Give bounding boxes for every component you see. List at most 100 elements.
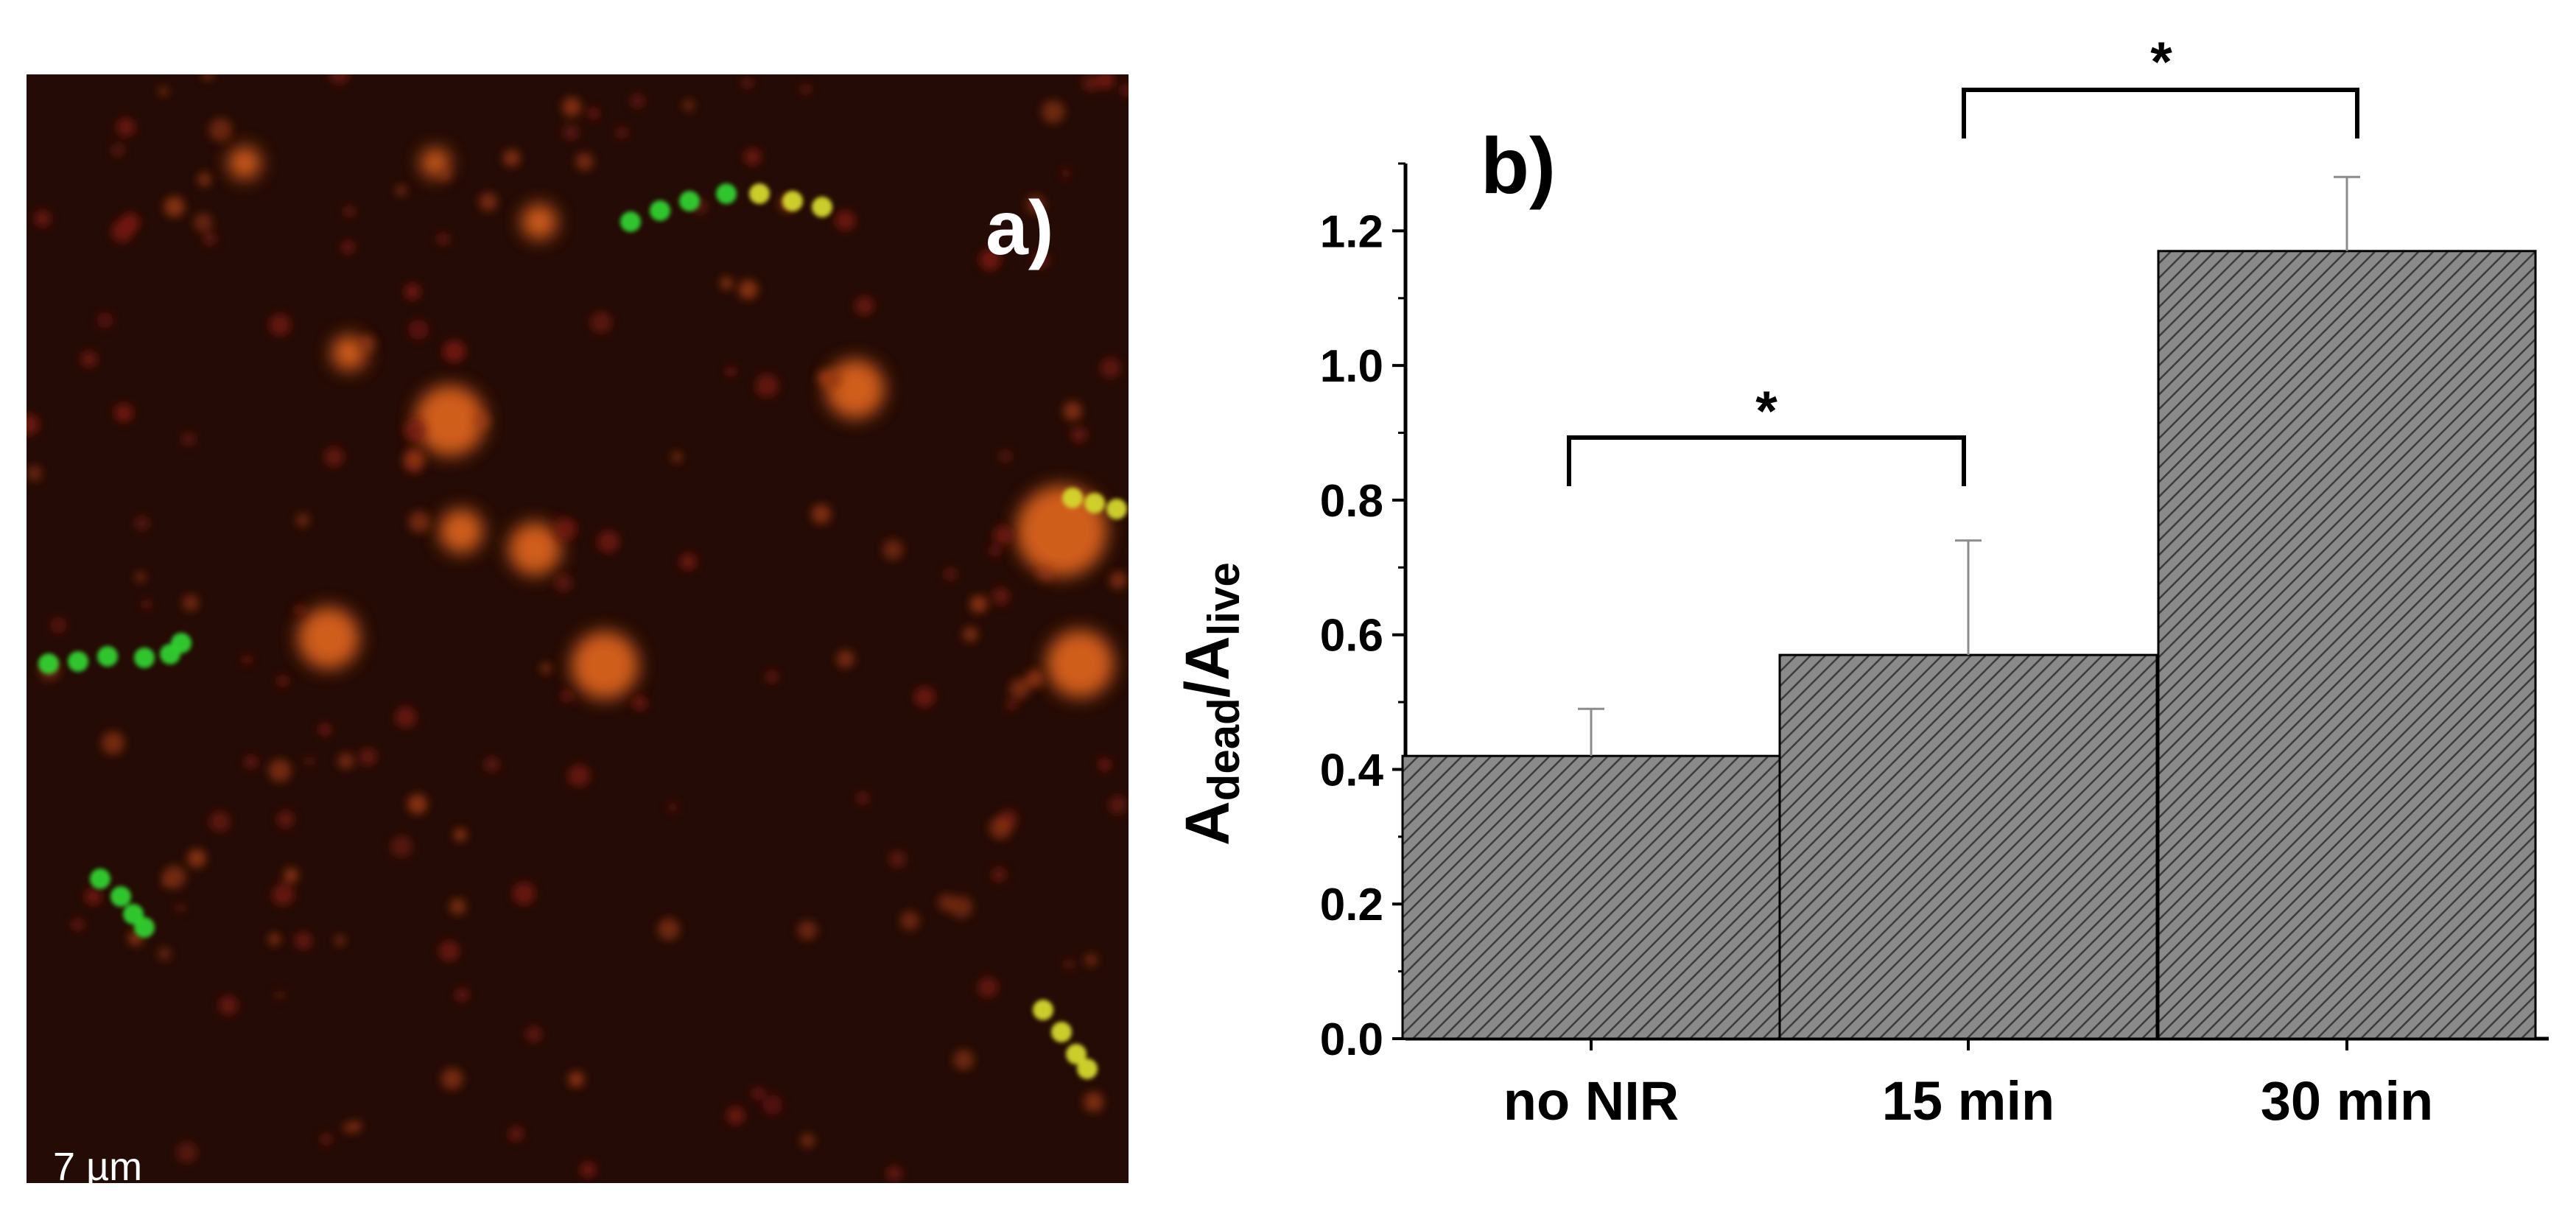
dim-spot bbox=[953, 1050, 974, 1070]
dim-spot bbox=[950, 896, 973, 919]
x-category-label: no NIR bbox=[1503, 1070, 1679, 1131]
bar bbox=[1401, 754, 1781, 1040]
dim-spot bbox=[567, 764, 591, 787]
y-tick-label: 0.6 bbox=[1320, 611, 1383, 662]
dim-spot bbox=[1042, 100, 1065, 124]
dim-spot bbox=[999, 450, 1012, 463]
dim-spot bbox=[284, 868, 299, 883]
dim-spot bbox=[672, 452, 682, 463]
dim-spot bbox=[1009, 678, 1030, 699]
dim-spot bbox=[275, 990, 285, 1000]
dim-spot bbox=[134, 516, 150, 531]
dim-spot bbox=[752, 1087, 765, 1100]
dim-spot bbox=[938, 894, 956, 912]
dim-spot bbox=[568, 1071, 584, 1087]
dim-spot bbox=[616, 127, 628, 138]
dim-spot bbox=[443, 340, 466, 362]
dim-spot bbox=[407, 793, 428, 815]
dim-spot bbox=[208, 118, 233, 142]
dim-spot bbox=[554, 573, 573, 592]
dim-spot bbox=[454, 828, 467, 841]
dim-spot bbox=[798, 920, 817, 940]
dim-spot bbox=[343, 1123, 354, 1133]
dim-spot bbox=[1006, 698, 1018, 711]
dim-spot bbox=[541, 663, 552, 674]
dim-spot bbox=[343, 206, 356, 217]
dim-spot bbox=[408, 510, 431, 533]
dim-spot bbox=[888, 850, 906, 869]
dim-spot bbox=[441, 1067, 463, 1090]
y-tick-label: 0.4 bbox=[1320, 745, 1384, 796]
green-bacterium bbox=[68, 651, 88, 672]
orange-cell bbox=[228, 147, 261, 179]
dim-spot bbox=[989, 546, 1000, 557]
dim-spot bbox=[449, 898, 466, 915]
microscopy-image: a) 7 µm bbox=[27, 74, 1129, 1183]
dim-spot bbox=[277, 675, 289, 687]
dim-spot bbox=[738, 280, 758, 300]
dim-spot bbox=[978, 977, 999, 998]
scale-bar-label: 7 µm bbox=[53, 1145, 143, 1183]
dim-spot bbox=[85, 888, 102, 905]
dim-spot bbox=[334, 936, 345, 946]
orange-cell bbox=[415, 385, 485, 456]
yellow-bacterium bbox=[1062, 488, 1083, 508]
dim-spot bbox=[341, 240, 355, 254]
y-tick-label: 1.0 bbox=[1320, 341, 1383, 392]
dim-spot bbox=[209, 811, 231, 832]
yellow-bacterium bbox=[1066, 1044, 1087, 1064]
dim-spot bbox=[811, 504, 831, 524]
yellow-bacterium bbox=[1077, 1059, 1098, 1079]
dim-spot bbox=[96, 312, 113, 329]
yellow-bacterium bbox=[1106, 499, 1127, 519]
dim-spot bbox=[27, 413, 40, 435]
dim-spot bbox=[979, 249, 1001, 270]
dim-spot bbox=[992, 587, 1010, 606]
dim-spot bbox=[193, 213, 213, 232]
dim-spot bbox=[1070, 427, 1087, 443]
dim-spot bbox=[203, 232, 217, 246]
y-axis-title-sub-dead: dead bbox=[1199, 698, 1249, 801]
dim-spot bbox=[801, 1133, 815, 1148]
dim-spot bbox=[114, 403, 133, 423]
dim-spot bbox=[268, 933, 281, 946]
dim-spot bbox=[101, 731, 124, 755]
orange-cell bbox=[571, 631, 639, 699]
orange-cell bbox=[439, 509, 483, 553]
dim-spot bbox=[679, 553, 697, 570]
y-axis-title-sub-live: live bbox=[1199, 562, 1249, 636]
dim-spot bbox=[726, 366, 736, 377]
dim-spot bbox=[800, 84, 812, 95]
dim-spot bbox=[587, 108, 600, 119]
dim-spot bbox=[158, 86, 169, 97]
orange-cell bbox=[508, 522, 561, 575]
dim-spot bbox=[1096, 74, 1115, 90]
dim-spot bbox=[667, 801, 678, 813]
dim-spot bbox=[80, 351, 98, 368]
dim-spot bbox=[508, 1126, 524, 1142]
dim-spot bbox=[1109, 571, 1127, 589]
dim-spot bbox=[120, 212, 141, 233]
y-axis-title-sep: /A bbox=[1173, 636, 1242, 698]
orange-cell bbox=[1016, 485, 1107, 577]
dim-spot bbox=[71, 918, 84, 931]
dim-spot bbox=[473, 413, 489, 429]
dim-spot bbox=[742, 77, 754, 89]
bar bbox=[1778, 653, 2158, 1040]
dim-spot bbox=[886, 1165, 902, 1182]
dim-spot bbox=[575, 152, 594, 171]
y-axis-title: Adead/Alive bbox=[1173, 562, 1249, 846]
dim-spot bbox=[817, 369, 834, 386]
dim-spot bbox=[395, 184, 407, 197]
bar bbox=[2157, 250, 2537, 1040]
dim-spot bbox=[49, 617, 67, 634]
dim-spot bbox=[1100, 357, 1121, 379]
dim-spot bbox=[900, 911, 920, 930]
dim-spot bbox=[590, 311, 612, 334]
dim-spot bbox=[294, 931, 313, 950]
dim-spot bbox=[597, 530, 620, 553]
y-tick-label: 1.2 bbox=[1320, 206, 1383, 257]
dim-spot bbox=[683, 99, 695, 111]
dim-spot bbox=[408, 319, 429, 340]
dim-spot bbox=[835, 210, 856, 231]
